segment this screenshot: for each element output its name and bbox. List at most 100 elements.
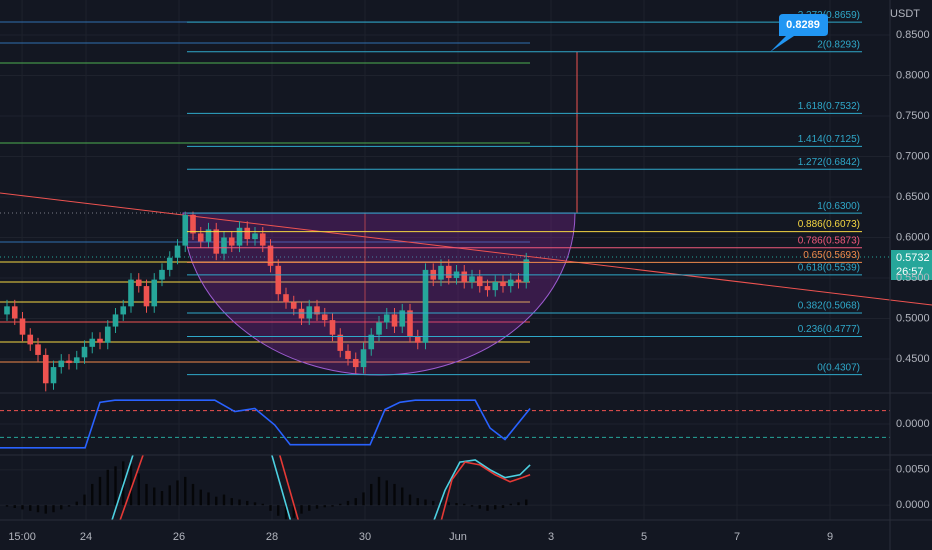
candle-body <box>391 314 398 327</box>
histogram-bar <box>401 487 404 506</box>
candle-body <box>42 354 49 384</box>
histogram-bar <box>525 499 528 506</box>
fib-label: 2(0.8293) <box>817 39 860 50</box>
histogram-bar <box>160 491 164 506</box>
y-tick-label: 0.6000 <box>896 231 930 243</box>
candle-body <box>112 314 119 327</box>
histogram-bar <box>44 505 47 514</box>
histogram-bar <box>137 473 140 506</box>
histogram-bar <box>36 505 40 513</box>
histogram-bar <box>385 480 388 506</box>
grid <box>0 0 890 520</box>
candle-body <box>89 338 96 347</box>
candle-body <box>259 233 266 246</box>
histogram-bar <box>315 505 319 509</box>
histogram-bar <box>339 503 342 506</box>
histogram-bar <box>145 483 148 506</box>
candle-body <box>507 279 514 287</box>
histogram-bar <box>153 487 156 506</box>
fib-label: 0.786(0.5873) <box>798 235 860 246</box>
y-tick-label: 0.6500 <box>896 191 930 203</box>
fib-label: 0.65(0.5693) <box>803 250 860 261</box>
candle-body <box>120 306 127 315</box>
histogram-bar <box>494 505 497 510</box>
histogram-bar <box>29 505 32 511</box>
histogram-bar <box>246 500 249 506</box>
x-tick-label: 26 <box>173 531 185 543</box>
histogram-bar <box>354 498 357 506</box>
callout-label: 0.8289 <box>786 19 820 31</box>
candle-body <box>492 282 499 291</box>
y-tick-label: 0.0000 <box>896 418 930 430</box>
last-price-tag: 0.5732 26:57 <box>891 250 932 280</box>
candle-body <box>66 360 72 364</box>
candle-body <box>151 279 158 307</box>
histogram-bar <box>52 505 55 513</box>
candle-body <box>321 314 328 321</box>
histogram-bar <box>91 483 94 506</box>
marks: 2.272(0.8659) 2(0.8293) 1.618(0.7532) 1.414… <box>0 10 890 520</box>
indicator-line <box>111 455 531 520</box>
histogram-bar <box>377 476 381 506</box>
price-tag-bg <box>891 250 932 280</box>
candle-body <box>476 276 483 287</box>
histogram-bar <box>222 494 226 506</box>
histogram-bar <box>21 505 24 510</box>
candle-body <box>97 338 103 343</box>
candle-body <box>461 271 468 283</box>
trendline <box>0 192 932 306</box>
candle-body <box>236 227 243 246</box>
candle-body <box>128 279 134 307</box>
y-tick-label: 0.4500 <box>896 353 930 365</box>
histogram-bar <box>230 498 233 506</box>
histogram-bar <box>184 476 187 506</box>
candle-body <box>73 357 80 364</box>
x-tick-label: 9 <box>827 531 833 543</box>
histogram-bar <box>346 500 350 506</box>
histogram-bar <box>269 505 272 511</box>
histogram-bar <box>129 464 133 506</box>
y-tick-label: 0.5000 <box>896 312 930 324</box>
x-tick-label: 3 <box>548 531 554 543</box>
candle-body <box>104 326 111 343</box>
y-tick-label: 0.0000 <box>896 499 930 511</box>
histogram-bar <box>331 505 334 507</box>
histogram-bar <box>300 505 303 514</box>
y-tick-label: 0.7000 <box>896 150 930 162</box>
x-tick-label: 7 <box>734 531 740 543</box>
candle-body <box>352 358 359 368</box>
histogram-bar <box>168 485 171 506</box>
histogram-bar <box>60 505 63 510</box>
callout-bubble <box>770 14 828 52</box>
candle-body <box>50 367 57 384</box>
fib-label: 1(0.6300) <box>817 201 860 212</box>
histogram-bar <box>106 469 109 506</box>
histogram-bar <box>277 505 280 516</box>
histogram-bar <box>509 503 512 506</box>
candle-body <box>4 306 10 315</box>
candle-body <box>383 314 390 323</box>
histogram-bar <box>75 501 78 506</box>
histogram-bar <box>114 466 117 506</box>
candle-body <box>213 229 220 254</box>
x-tick-label: 5 <box>641 531 647 543</box>
fib-label: 1.618(0.7532) <box>798 101 860 112</box>
candle-body <box>35 344 41 355</box>
histogram-bar <box>5 505 9 507</box>
histogram-bar <box>207 492 210 506</box>
candle-body <box>19 318 26 335</box>
x-tick-label: 28 <box>266 531 278 543</box>
candle-body <box>306 306 313 319</box>
candle-body <box>314 306 320 315</box>
histogram-bar <box>67 505 71 507</box>
histogram-bar <box>98 476 102 506</box>
y-tick-label: 0.7500 <box>896 110 930 122</box>
histogram-bar <box>292 505 295 518</box>
y-tick-label: 0.8500 <box>896 29 930 41</box>
fib-label: 2.272(0.8659) <box>798 10 860 21</box>
y-tick-label: 0.8000 <box>896 69 930 81</box>
candle-body <box>143 286 150 307</box>
candle-body <box>166 257 173 270</box>
histogram-bar <box>455 503 458 506</box>
